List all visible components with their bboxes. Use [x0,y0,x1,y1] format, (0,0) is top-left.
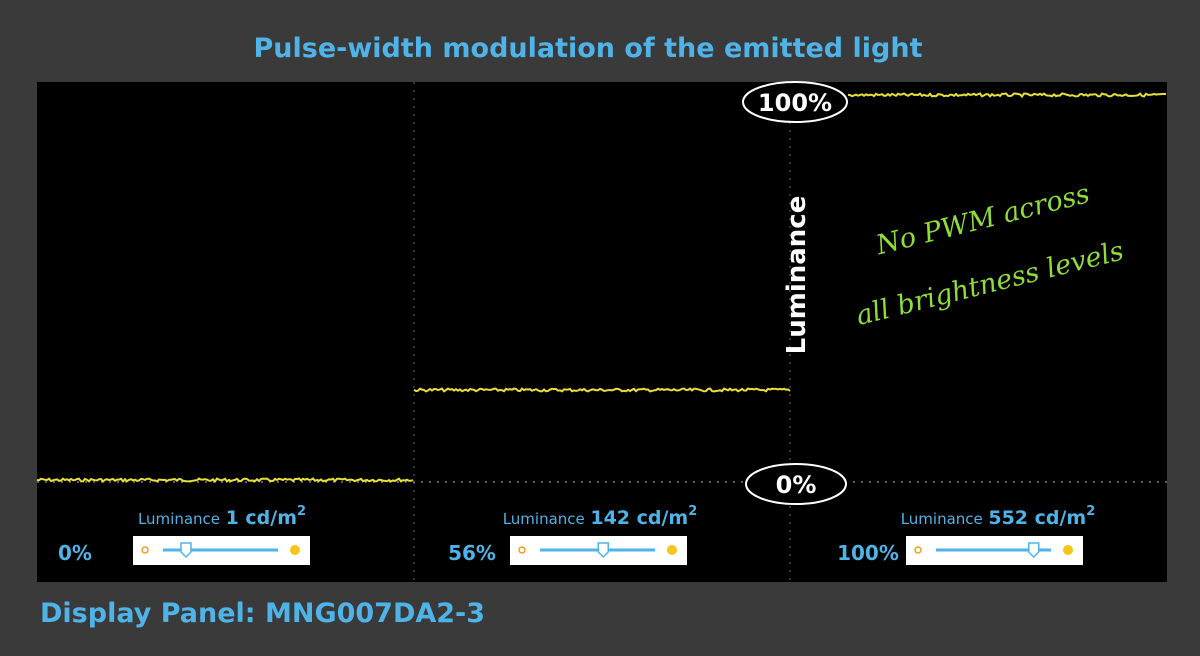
sun-small [141,546,149,554]
luminance-value: 552 cd/m [988,507,1086,529]
luminance-value: 142 cd/m [590,507,688,529]
trace [847,92,1167,99]
sun-big [1063,545,1073,555]
luminance-label: Luminance [138,510,220,528]
brightness: 0% [58,541,92,565]
sun-big [290,545,300,555]
panel-luminance: Luminance 1 cd/m2 [138,504,306,529]
luminance-exponent: 2 [297,504,306,519]
slider-knob [597,542,609,559]
luminance-value: 1 cd/m [226,507,297,529]
trace [36,477,414,483]
luminance-label: Luminance [901,510,983,528]
marker-ellipse [745,463,847,505]
footer: Display Panel: MNG007DA2-3 [40,598,485,629]
sun-big [667,545,677,555]
traces [36,92,1167,483]
brightness: 100% [837,541,899,565]
panel-luminance: Luminance 142 cd/m2 [503,504,698,529]
axis-label: Luminance [782,196,812,355]
marker-ellipse [742,81,848,123]
slider-knob [1028,542,1040,559]
top-marker: 100% [758,89,832,117]
panel-luminance: Luminance 552 cd/m2 [901,504,1096,529]
trace [413,387,791,393]
scope-screen [37,82,1167,582]
luminance-label: Luminance [503,510,585,528]
luminance-exponent: 2 [1086,504,1095,519]
slider-knob [180,542,192,559]
sun-small [914,546,922,554]
sun-small [518,546,526,554]
brightness: 56% [448,541,496,565]
bottom-marker: 0% [776,471,817,499]
luminance-exponent: 2 [688,504,697,519]
title: Pulse-width modulation of the emitted li… [253,33,922,64]
panels: Luminance 1 cd/m20%Luminance 142 cd/m256… [58,504,1095,565]
